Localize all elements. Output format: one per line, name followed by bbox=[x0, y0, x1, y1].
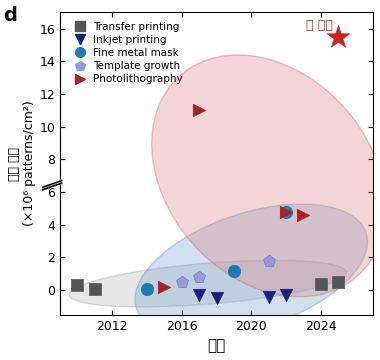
Text: 본 연구: 본 연구 bbox=[306, 19, 333, 32]
X-axis label: 연도: 연도 bbox=[207, 338, 226, 353]
Ellipse shape bbox=[135, 204, 367, 337]
Point bbox=[161, 284, 167, 290]
Legend: Transfer printing, Inkjet printing, Fine metal mask, Template growth, Photolitho: Transfer printing, Inkjet printing, Fine… bbox=[65, 18, 187, 89]
Point bbox=[283, 292, 289, 298]
Point bbox=[196, 292, 202, 298]
Point bbox=[266, 294, 272, 300]
Point bbox=[231, 268, 237, 274]
Point bbox=[214, 296, 220, 301]
Point bbox=[318, 281, 324, 287]
Point bbox=[335, 279, 341, 285]
Point bbox=[74, 282, 81, 288]
Point bbox=[144, 285, 150, 291]
Y-axis label: 패턴 밀도
(×10⁶ patterns/cm²): 패턴 밀도 (×10⁶ patterns/cm²) bbox=[8, 101, 36, 226]
Ellipse shape bbox=[69, 260, 347, 307]
Point bbox=[179, 279, 185, 285]
Point bbox=[283, 209, 289, 215]
Text: d: d bbox=[3, 6, 17, 26]
Point bbox=[196, 108, 202, 113]
Point bbox=[266, 258, 272, 264]
Ellipse shape bbox=[152, 55, 380, 297]
Point bbox=[196, 274, 202, 280]
Point bbox=[301, 212, 307, 218]
Point bbox=[283, 209, 289, 215]
Point bbox=[335, 34, 341, 40]
Point bbox=[92, 285, 98, 291]
